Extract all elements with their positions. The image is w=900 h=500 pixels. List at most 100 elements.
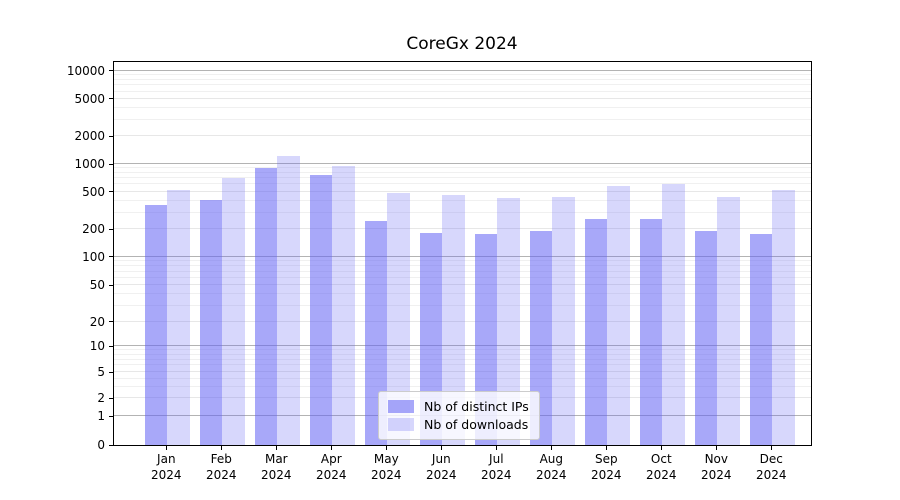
bar-downloads [332, 165, 355, 445]
y-tick [109, 397, 113, 399]
y-tick [109, 191, 113, 193]
y-tick-label: 200 [82, 222, 105, 237]
gridline-minor [114, 349, 811, 351]
gridline-minor [114, 177, 811, 179]
y-tick-label: 10 [89, 339, 105, 354]
y-tick [109, 444, 113, 446]
x-tick [330, 446, 332, 450]
gridline-minor [114, 199, 811, 201]
gridline-minor [114, 265, 811, 267]
y-tick [109, 70, 113, 72]
gridline-500 [114, 190, 811, 192]
bar-downloads [717, 196, 740, 445]
bar-distinct-ips [144, 205, 168, 445]
gridline-minor [114, 276, 811, 278]
gridline-minor [114, 118, 811, 120]
gridline-200 [114, 228, 811, 230]
bar-downloads [442, 194, 465, 445]
y-tick-label: 20 [89, 314, 105, 329]
x-tick-label: Jan 2024 [151, 452, 182, 482]
gridline-minor [114, 74, 811, 76]
y-tick-label: 1000 [74, 157, 105, 172]
y-tick [109, 284, 113, 286]
gridline-minor [114, 270, 811, 272]
x-tick [385, 446, 387, 450]
bar-downloads [772, 190, 795, 445]
legend-swatch [388, 417, 414, 431]
gridline-minor [114, 364, 811, 366]
y-tick-label: 2 [97, 391, 105, 406]
chart-title: CoreGx 2024 [406, 34, 518, 54]
gridline-minor [114, 260, 811, 262]
y-tick-label: 100 [82, 249, 105, 264]
bar-downloads [662, 183, 685, 445]
legend-swatch [388, 399, 414, 413]
gridline-10 [114, 345, 811, 347]
y-tick [109, 228, 113, 230]
y-tick [109, 371, 113, 373]
gridline-minor [114, 304, 811, 306]
gridline-20 [114, 320, 811, 322]
x-tick-label: Dec 2024 [756, 452, 787, 482]
gridline-minor [114, 107, 811, 109]
bar-downloads [607, 185, 630, 445]
bar-downloads [387, 192, 410, 445]
bar-distinct-ips [639, 219, 663, 445]
bar-distinct-ips [364, 220, 388, 445]
x-tick-label: Jun 2024 [426, 452, 457, 482]
y-tick-label: 1 [97, 409, 105, 424]
gridline-5 [114, 371, 811, 373]
y-tick [109, 98, 113, 100]
y-tick-label: 5 [97, 365, 105, 380]
gridline-minor [114, 183, 811, 185]
gridline-minor [114, 172, 811, 174]
bar-distinct-ips [254, 168, 278, 445]
gridline-minor [114, 358, 811, 360]
x-tick [440, 446, 442, 450]
gridline-minor [114, 353, 811, 355]
y-tick [109, 415, 113, 417]
y-tick-label: 10000 [66, 63, 105, 78]
bar-downloads [222, 177, 245, 445]
bar-distinct-ips [309, 174, 333, 445]
y-tick [109, 163, 113, 165]
y-tick-label: 50 [89, 278, 105, 293]
bar-distinct-ips [584, 218, 608, 445]
gridline-minor [114, 385, 811, 387]
x-tick-label: May 2024 [371, 452, 402, 482]
gridline-minor [114, 293, 811, 295]
x-tick [165, 446, 167, 450]
x-tick [605, 446, 607, 450]
x-tick-label: Feb 2024 [206, 452, 237, 482]
y-tick-label: 2000 [74, 129, 105, 144]
legend-label: Nb of distinct IPs [424, 398, 529, 414]
y-tick-label: 5000 [74, 91, 105, 106]
y-tick-label: 0 [97, 438, 105, 452]
y-tick [109, 135, 113, 137]
x-tick [495, 446, 497, 450]
x-tick-label: Mar 2024 [261, 452, 292, 482]
gridline-minor [114, 377, 811, 379]
bar-distinct-ips [199, 199, 223, 445]
x-tick [550, 446, 552, 450]
gridline-minor [114, 167, 811, 169]
bar-downloads [167, 189, 190, 445]
y-tick [109, 321, 113, 323]
x-tick [660, 446, 662, 450]
gridline-minor [114, 211, 811, 213]
legend-item: Nb of distinct IPs [388, 397, 529, 415]
gridline-minor [114, 84, 811, 86]
bar-distinct-ips [749, 234, 773, 445]
x-tick-label: Jul 2024 [481, 452, 512, 482]
x-tick [715, 446, 717, 450]
gridline-10000 [114, 69, 811, 71]
x-tick-label: Nov 2024 [701, 452, 732, 482]
x-tick [220, 446, 222, 450]
y-tick-label: 500 [82, 184, 105, 199]
gridline-50 [114, 284, 811, 286]
gridline-2000 [114, 135, 811, 137]
gridline-5000 [114, 97, 811, 99]
legend-item: Nb of downloads [388, 415, 529, 433]
gridline-100 [114, 256, 811, 257]
